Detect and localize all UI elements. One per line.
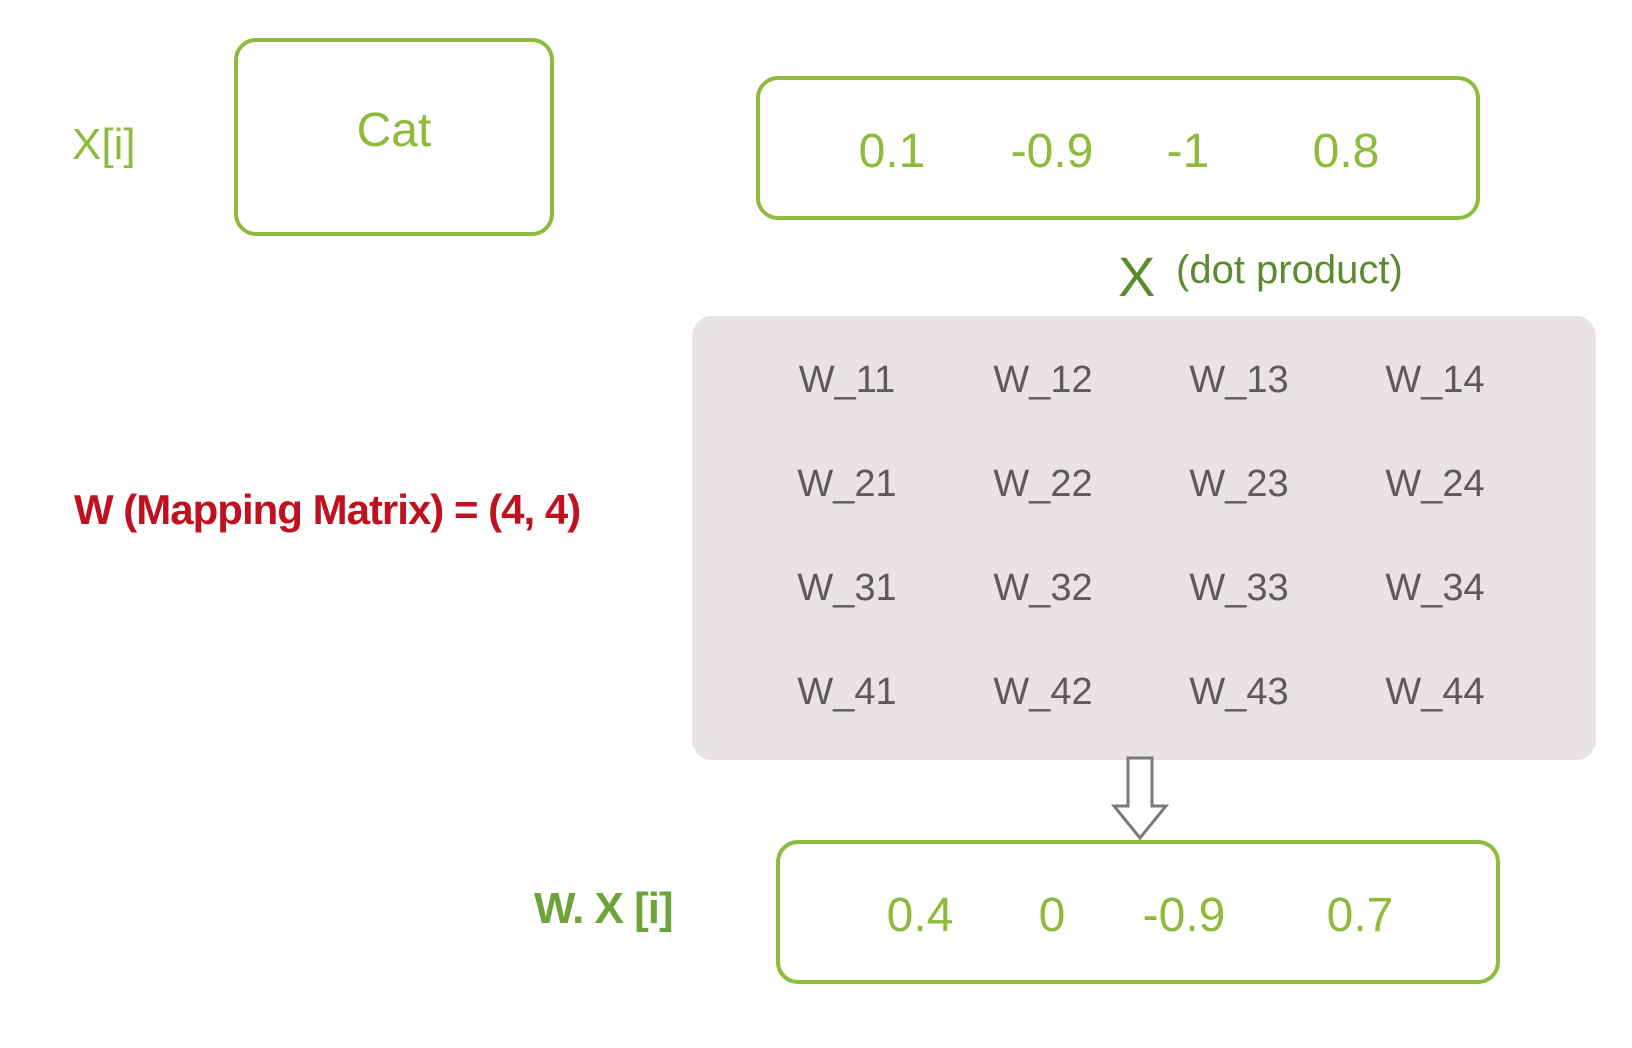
matrix-cell: W_33	[1189, 567, 1289, 609]
matrix-cell: W_41	[797, 671, 897, 713]
output-value: -0.9	[1142, 889, 1226, 942]
output-value: 0.7	[1326, 889, 1394, 942]
word-box: Cat	[234, 38, 554, 236]
down-arrow-icon	[1110, 756, 1170, 841]
dot-product-label: (dot product)	[1176, 248, 1403, 292]
input-label: X[i]	[72, 120, 136, 169]
matrix-cell: W_42	[993, 671, 1093, 713]
embedding-value: -0.9	[1010, 125, 1094, 178]
matrix-cell: W_21	[797, 463, 897, 505]
embedding-value: 0.8	[1312, 125, 1380, 178]
matrix-cell: W_13	[1189, 359, 1289, 401]
matrix-cell: W_12	[993, 359, 1093, 401]
matrix-cell: W_43	[1189, 671, 1289, 713]
matrix-cell: W_32	[993, 567, 1093, 609]
matrix-cell: W_11	[798, 359, 896, 401]
matrix-cell: W_31	[797, 567, 897, 609]
output-vector: 0.4 0 -0.9 0.7	[776, 840, 1500, 984]
matrix-cell: W_23	[1189, 463, 1289, 505]
embedding-value: 0.1	[858, 125, 926, 178]
output-label: W. X [i]	[534, 884, 674, 933]
matrix-cell: W_22	[993, 463, 1093, 505]
matrix-cell: W_44	[1385, 671, 1485, 713]
multiply-symbol: X	[1118, 245, 1156, 308]
matrix-cell: W_24	[1385, 463, 1485, 505]
output-value: 0.4	[886, 889, 954, 942]
matrix-cell: W_34	[1385, 567, 1485, 609]
matrix-label: W (Mapping Matrix) = (4, 4)	[74, 486, 581, 533]
embedding-value: -1	[1166, 125, 1210, 178]
mapping-matrix: W_11 W_12 W_13 W_14 W_21 W_22 W_23 W_24 …	[692, 316, 1596, 760]
output-value: 0	[1038, 889, 1066, 942]
input-embedding-vector: 0.1 -0.9 -1 0.8	[756, 76, 1480, 220]
matrix-cell: W_14	[1385, 359, 1485, 401]
input-word: Cat	[356, 103, 432, 157]
